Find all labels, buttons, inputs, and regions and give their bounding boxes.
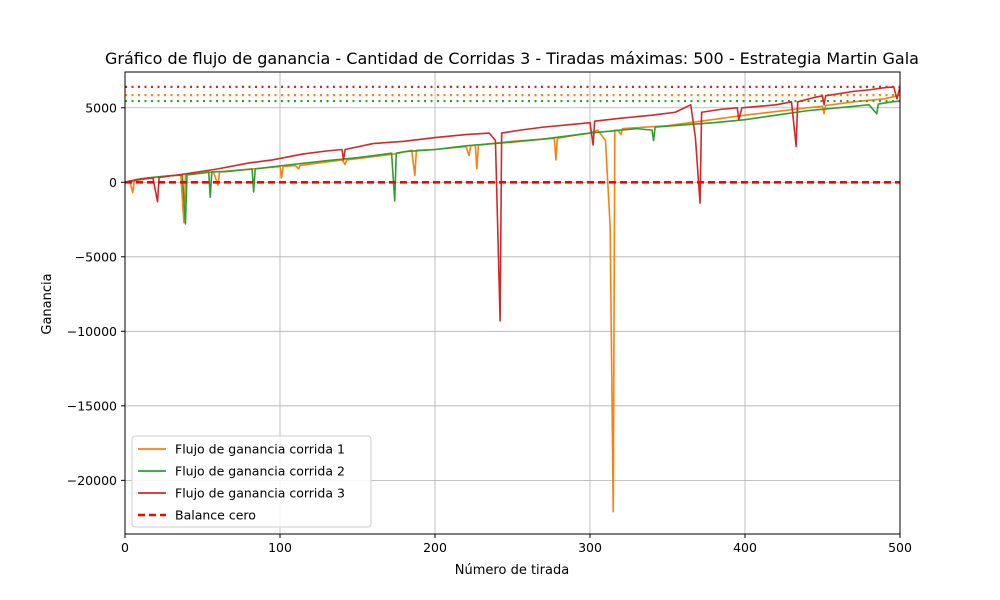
series-line <box>125 86 900 322</box>
plot-area: 0 100 200 300 400 500 −20000 −15000 −10000 −5000 0… <box>67 71 912 555</box>
y-tick-label: −20000 <box>67 473 117 488</box>
legend: Flujo de ganancia corrida 1 Flujo de gana… <box>131 435 372 528</box>
y-tick-label: −5000 <box>75 249 117 264</box>
x-tick-label: 0 <box>121 540 129 555</box>
x-tick-label: 500 <box>888 540 912 555</box>
legend-entry-label: Flujo de ganancia corrida 1 <box>175 442 345 457</box>
legend-entry-label: Flujo de ganancia corrida 2 <box>175 464 345 479</box>
x-axis-label: Número de tirada <box>455 563 569 578</box>
y-axis-label: Ganancia <box>40 273 55 334</box>
x-tick-label: 100 <box>268 540 292 555</box>
y-tick-label: −10000 <box>67 324 117 339</box>
axes-frame <box>124 71 901 535</box>
x-tick-label: 400 <box>733 540 757 555</box>
legend-entry-label: Balance cero <box>175 508 256 523</box>
legend-box <box>131 435 372 528</box>
series-group <box>125 85 900 513</box>
chart-title: Gráfico de flujo de ganancia - Cantidad … <box>105 49 919 68</box>
legend-entry-label: Flujo de ganancia corrida 3 <box>175 486 345 501</box>
y-tick-label: 5000 <box>85 100 117 115</box>
y-tick-label: −15000 <box>67 398 117 413</box>
x-tick-label: 300 <box>578 540 602 555</box>
x-tick-label: 200 <box>423 540 447 555</box>
y-tick-label: 0 <box>109 175 117 190</box>
